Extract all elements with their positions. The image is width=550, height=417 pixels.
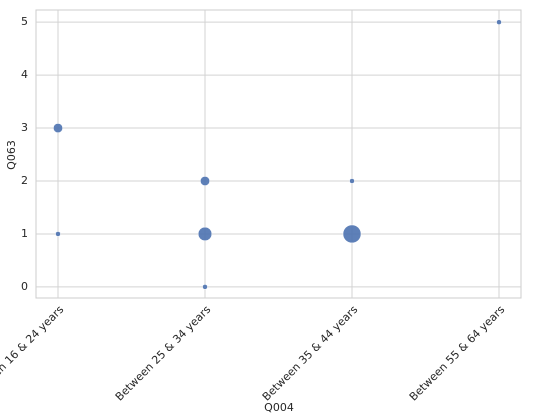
bubble [496,19,502,25]
bubble [202,284,208,290]
bubble [200,176,210,186]
y-tick-label: 0 [21,280,28,293]
y-tick-label: 1 [21,227,28,240]
y-tick-label: 4 [21,68,28,81]
bubble [349,178,355,184]
y-tick-label: 2 [21,174,28,187]
bubble [55,231,61,237]
y-tick-label: 3 [21,121,28,134]
x-tick-label: Between 35 & 44 years [260,303,361,404]
y-axis-label: Q063 [5,140,18,170]
bubble [53,123,63,133]
x-tick-label: Between 55 & 64 years [407,303,508,404]
bubble [342,224,362,244]
bubble [197,226,213,242]
x-axis-label: Q004 [264,401,294,414]
plot-frame [35,9,522,299]
y-tick-label: 5 [21,15,28,28]
x-tick-label: Between 16 & 24 years [0,303,66,404]
x-tick-label: Between 25 & 34 years [113,303,214,404]
